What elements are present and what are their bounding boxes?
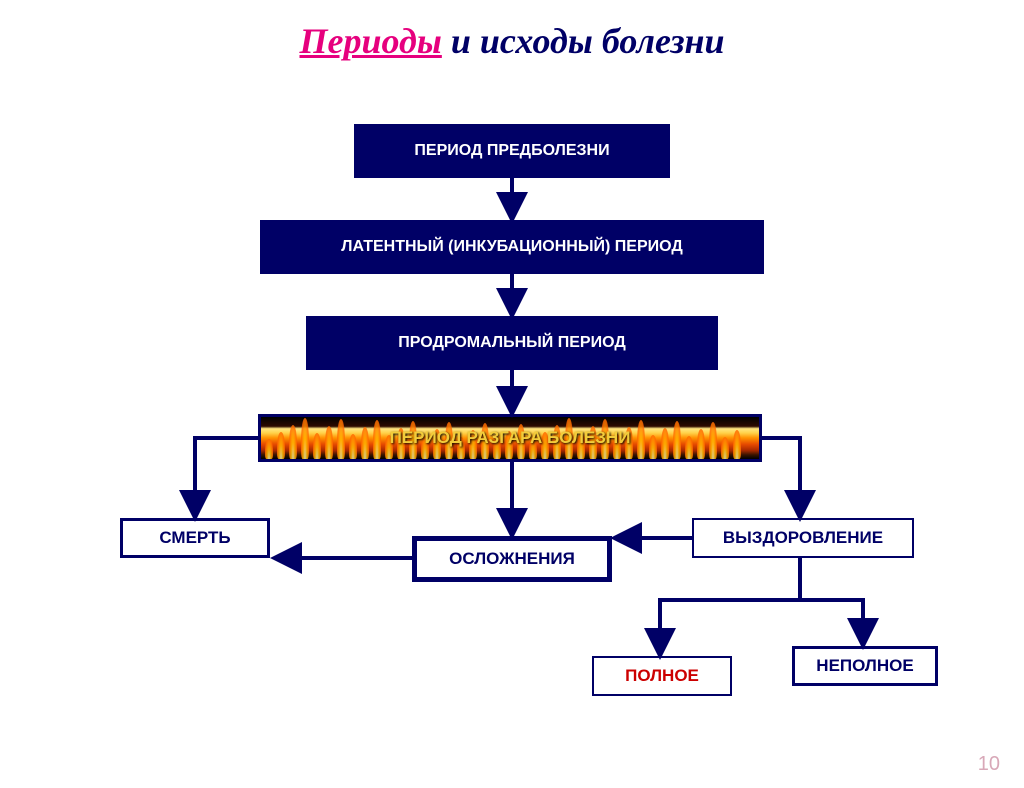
- node-latent-label: ЛАТЕНТНЫЙ (ИНКУБАЦИОННЫЙ) ПЕРИОД: [341, 238, 683, 256]
- node-recovery-label: ВЫЗДОРОВЛЕНИЕ: [723, 528, 883, 548]
- node-razgar-label: ПЕРИОД РАЗГАРА БОЛЕЗНИ: [390, 428, 631, 448]
- node-predisease-label: ПЕРИОД ПРЕДБОЛЕЗНИ: [414, 142, 609, 160]
- slide-title: Периоды и исходы болезни: [0, 20, 1024, 62]
- node-predisease: ПЕРИОД ПРЕДБОЛЕЗНИ: [354, 124, 670, 178]
- node-prodromal-label: ПРОДРОМАЛЬНЫЙ ПЕРИОД: [398, 334, 625, 352]
- node-latent: ЛАТЕНТНЫЙ (ИНКУБАЦИОННЫЙ) ПЕРИОД: [260, 220, 764, 274]
- title-part-2: и исходы болезни: [442, 21, 725, 61]
- node-razgar: ПЕРИОД РАЗГАРА БОЛЕЗНИ: [258, 414, 762, 462]
- node-death: СМЕРТЬ: [120, 518, 270, 558]
- node-death-label: СМЕРТЬ: [159, 528, 230, 548]
- node-complication-label: ОСЛОЖНЕНИЯ: [449, 549, 575, 569]
- node-partial-label: НЕПОЛНОЕ: [816, 656, 913, 676]
- node-complication: ОСЛОЖНЕНИЯ: [412, 536, 612, 582]
- node-full: ПОЛНОЕ: [592, 656, 732, 696]
- node-full-label: ПОЛНОЕ: [625, 666, 699, 686]
- title-part-1: Периоды: [299, 21, 441, 61]
- node-partial: НЕПОЛНОЕ: [792, 646, 938, 686]
- node-prodromal: ПРОДРОМАЛЬНЫЙ ПЕРИОД: [306, 316, 718, 370]
- node-recovery: ВЫЗДОРОВЛЕНИЕ: [692, 518, 914, 558]
- page-number: 10: [978, 753, 1000, 776]
